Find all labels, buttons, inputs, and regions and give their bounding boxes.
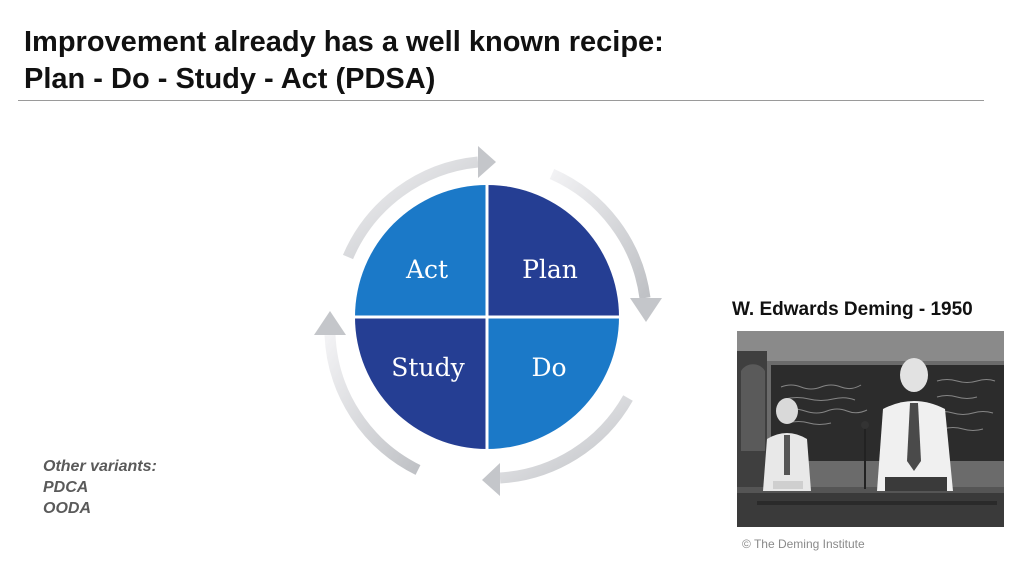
photo-credit: © The Deming Institute xyxy=(742,537,865,551)
person-left xyxy=(763,398,811,491)
arrowhead-bottom xyxy=(482,463,500,496)
arrowhead-left xyxy=(314,311,346,335)
slide-title: Improvement already has a well known rec… xyxy=(24,24,664,98)
pdsa-cycle-diagram: Act Plan Study Do xyxy=(300,130,680,510)
label-plan: Plan xyxy=(522,255,578,284)
quadrant-act xyxy=(355,185,487,317)
quadrant-study xyxy=(355,317,487,449)
label-study: Study xyxy=(391,353,465,382)
quadrant-plan xyxy=(487,185,619,317)
arrow-arc-bottom xyxy=(499,395,633,484)
label-do: Do xyxy=(531,353,566,382)
title-divider xyxy=(18,100,984,101)
arrow-arc-top xyxy=(342,156,479,260)
person-right xyxy=(877,358,953,491)
label-act: Act xyxy=(405,255,448,284)
arrowhead-top xyxy=(478,146,496,178)
variant-item: PDCA xyxy=(43,479,89,496)
deming-photo xyxy=(737,331,1004,527)
variants-heading: Other variants: xyxy=(43,458,157,475)
cycle-arrows xyxy=(324,156,651,484)
other-variants: Other variants: PDCA OODA xyxy=(43,456,157,519)
arrowhead-right xyxy=(630,298,662,322)
title-line-2: Plan - Do - Study - Act (PDSA) xyxy=(24,63,436,95)
cycle-arrowheads xyxy=(314,146,662,496)
variant-item: OODA xyxy=(43,500,91,517)
title-line-1: Improvement already has a well known rec… xyxy=(24,26,664,58)
quadrant-do xyxy=(487,317,619,449)
arrow-arc-left xyxy=(324,334,421,475)
arrow-arc-right xyxy=(549,168,651,299)
photo-caption: W. Edwards Deming - 1950 xyxy=(732,299,973,320)
